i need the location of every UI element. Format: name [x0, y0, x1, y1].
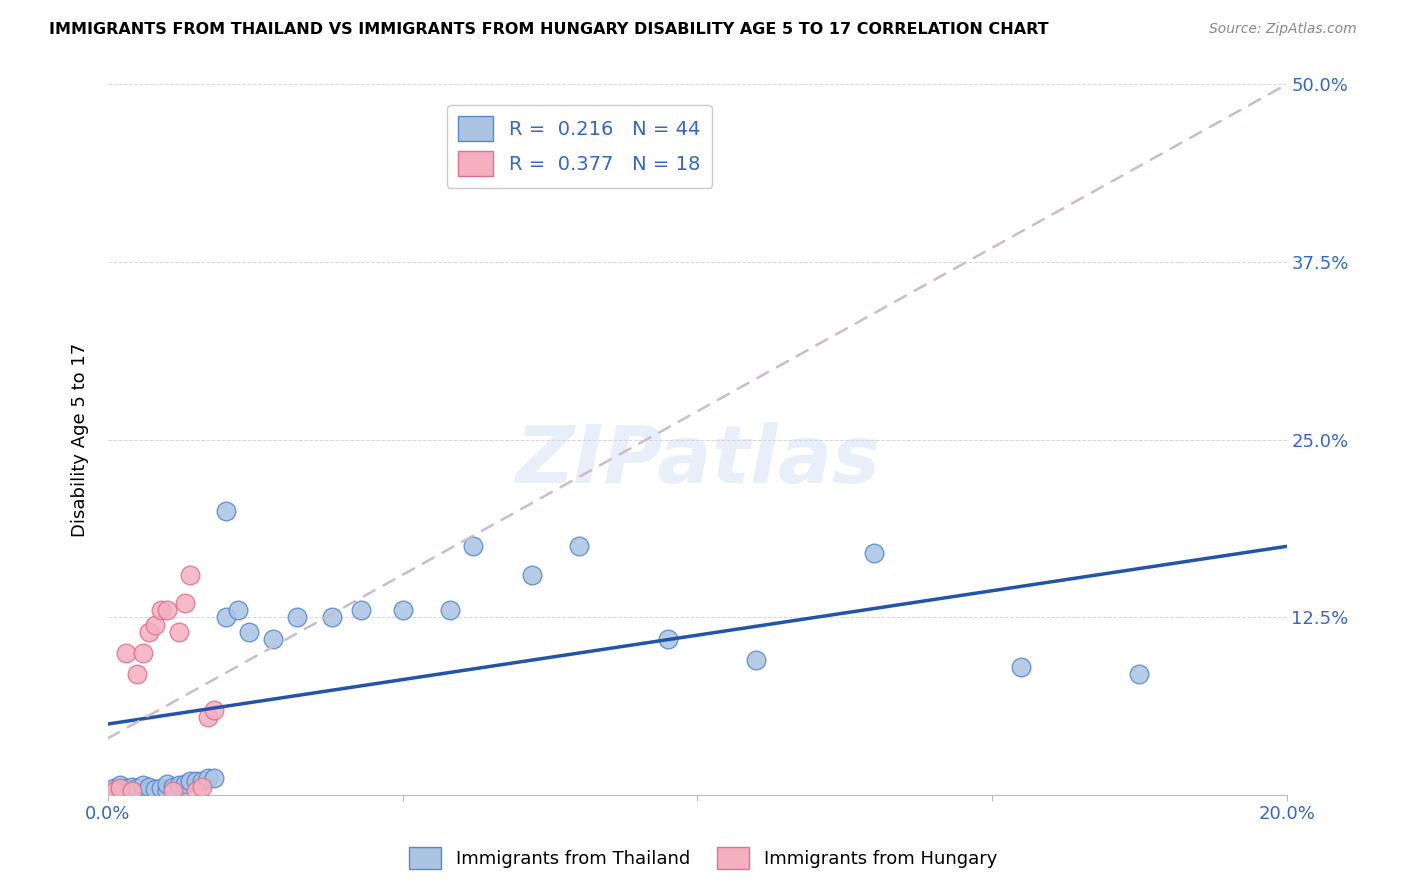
Point: [226, 603, 249, 617]
Point: [657, 632, 679, 646]
Point: [156, 784, 179, 798]
Point: [191, 780, 214, 794]
Point: [156, 603, 179, 617]
Point: [108, 784, 131, 798]
Point: [391, 603, 413, 617]
Point: [138, 780, 160, 794]
Point: [150, 780, 173, 795]
Point: [114, 646, 136, 660]
Text: ZIPatlas: ZIPatlas: [515, 422, 880, 500]
Point: [215, 610, 238, 624]
Point: [463, 539, 485, 553]
Point: [103, 780, 125, 795]
Point: [108, 778, 131, 792]
Point: [179, 773, 201, 788]
Point: [215, 504, 238, 518]
Point: [150, 603, 173, 617]
Point: [156, 777, 179, 791]
Point: [186, 773, 208, 788]
Point: [262, 632, 284, 646]
Point: [132, 784, 155, 798]
Point: [197, 710, 219, 724]
Point: [127, 780, 149, 795]
Point: [745, 653, 768, 667]
Point: [321, 610, 343, 624]
Point: [143, 782, 166, 797]
Point: [179, 567, 201, 582]
Text: Source: ZipAtlas.com: Source: ZipAtlas.com: [1209, 22, 1357, 37]
Point: [143, 617, 166, 632]
Point: [1128, 667, 1150, 681]
Point: [202, 771, 225, 785]
Point: [103, 785, 125, 799]
Point: [132, 778, 155, 792]
Point: [197, 771, 219, 785]
Point: [108, 780, 131, 795]
Point: [103, 784, 125, 798]
Text: IMMIGRANTS FROM THAILAND VS IMMIGRANTS FROM HUNGARY DISABILITY AGE 5 TO 17 CORRE: IMMIGRANTS FROM THAILAND VS IMMIGRANTS F…: [49, 22, 1049, 37]
Point: [202, 703, 225, 717]
Point: [439, 603, 461, 617]
Point: [285, 610, 308, 624]
Point: [114, 785, 136, 799]
Legend: Immigrants from Thailand, Immigrants from Hungary: Immigrants from Thailand, Immigrants fro…: [399, 838, 1007, 879]
Point: [121, 784, 143, 798]
Point: [167, 778, 190, 792]
Point: [114, 780, 136, 795]
Point: [162, 780, 184, 794]
Point: [162, 784, 184, 798]
Point: [350, 603, 373, 617]
Point: [138, 624, 160, 639]
Point: [186, 784, 208, 798]
Point: [173, 596, 195, 610]
Point: [132, 646, 155, 660]
Point: [522, 567, 544, 582]
Y-axis label: Disability Age 5 to 17: Disability Age 5 to 17: [72, 343, 89, 537]
Point: [127, 785, 149, 799]
Point: [191, 773, 214, 788]
Point: [138, 784, 160, 798]
Point: [568, 539, 591, 553]
Point: [863, 546, 886, 560]
Point: [127, 667, 149, 681]
Point: [121, 780, 143, 794]
Point: [1010, 660, 1032, 674]
Legend: R =  0.216   N = 44, R =  0.377   N = 18: R = 0.216 N = 44, R = 0.377 N = 18: [447, 105, 711, 188]
Point: [173, 777, 195, 791]
Point: [167, 624, 190, 639]
Point: [121, 784, 143, 798]
Point: [238, 624, 260, 639]
